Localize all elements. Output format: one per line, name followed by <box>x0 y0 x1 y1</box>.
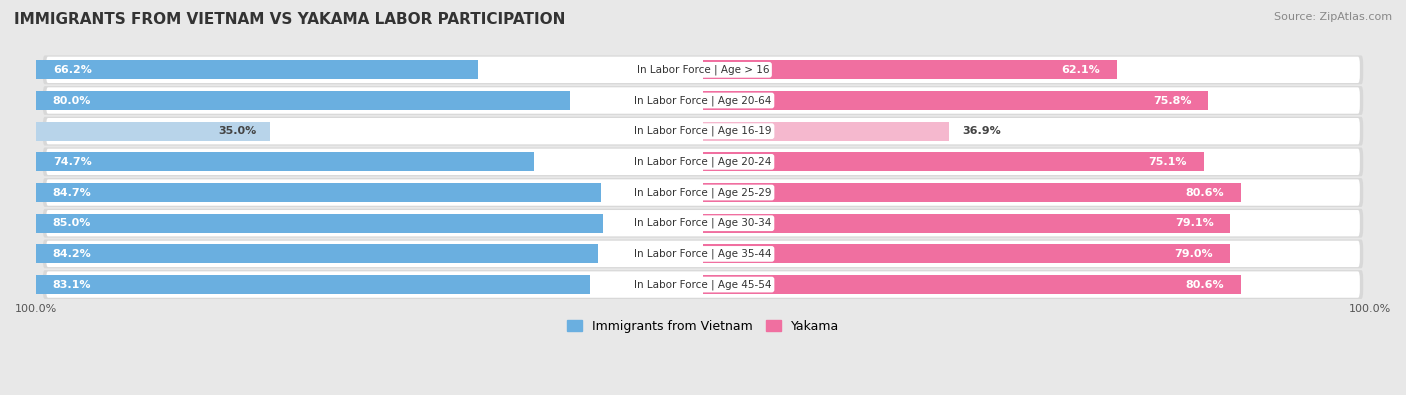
Text: In Labor Force | Age 20-24: In Labor Force | Age 20-24 <box>634 156 772 167</box>
FancyBboxPatch shape <box>46 271 1360 298</box>
FancyBboxPatch shape <box>46 241 1360 267</box>
Text: 75.1%: 75.1% <box>1149 157 1187 167</box>
Bar <box>37 122 270 141</box>
Bar <box>37 152 534 171</box>
FancyBboxPatch shape <box>42 147 1364 176</box>
Legend: Immigrants from Vietnam, Yakama: Immigrants from Vietnam, Yakama <box>562 315 844 338</box>
Text: 83.1%: 83.1% <box>53 280 91 290</box>
Text: In Labor Force | Age 45-54: In Labor Force | Age 45-54 <box>634 279 772 290</box>
Text: 79.0%: 79.0% <box>1174 249 1213 259</box>
Text: 36.9%: 36.9% <box>963 126 1001 136</box>
Text: 80.6%: 80.6% <box>1185 188 1223 198</box>
Text: In Labor Force | Age 30-34: In Labor Force | Age 30-34 <box>634 218 772 228</box>
Bar <box>703 60 1118 79</box>
Bar <box>37 214 603 233</box>
Bar <box>703 275 1240 294</box>
FancyBboxPatch shape <box>42 117 1364 146</box>
Text: 62.1%: 62.1% <box>1062 65 1101 75</box>
FancyBboxPatch shape <box>42 270 1364 299</box>
Text: In Labor Force | Age 25-29: In Labor Force | Age 25-29 <box>634 187 772 198</box>
Text: 85.0%: 85.0% <box>53 218 91 228</box>
Text: 79.1%: 79.1% <box>1175 218 1213 228</box>
Bar <box>703 214 1230 233</box>
Text: 35.0%: 35.0% <box>218 126 256 136</box>
Text: 80.6%: 80.6% <box>1185 280 1223 290</box>
FancyBboxPatch shape <box>46 87 1360 114</box>
Text: In Labor Force | Age 35-44: In Labor Force | Age 35-44 <box>634 248 772 259</box>
FancyBboxPatch shape <box>42 86 1364 115</box>
Text: In Labor Force | Age 16-19: In Labor Force | Age 16-19 <box>634 126 772 136</box>
Text: In Labor Force | Age 20-64: In Labor Force | Age 20-64 <box>634 95 772 106</box>
Text: 74.7%: 74.7% <box>53 157 91 167</box>
FancyBboxPatch shape <box>46 210 1360 236</box>
Bar <box>703 152 1204 171</box>
Bar <box>703 122 949 141</box>
Bar <box>37 91 569 110</box>
Bar <box>37 245 598 263</box>
Text: 80.0%: 80.0% <box>53 96 91 105</box>
FancyBboxPatch shape <box>42 239 1364 268</box>
Bar <box>703 245 1230 263</box>
Bar <box>703 91 1209 110</box>
Text: In Labor Force | Age > 16: In Labor Force | Age > 16 <box>637 65 769 75</box>
FancyBboxPatch shape <box>46 118 1360 145</box>
FancyBboxPatch shape <box>42 55 1364 84</box>
Bar <box>703 183 1240 202</box>
Text: Source: ZipAtlas.com: Source: ZipAtlas.com <box>1274 12 1392 22</box>
FancyBboxPatch shape <box>46 149 1360 175</box>
Text: 84.2%: 84.2% <box>53 249 91 259</box>
Bar <box>37 60 478 79</box>
FancyBboxPatch shape <box>42 209 1364 238</box>
Bar <box>37 183 600 202</box>
Text: 75.8%: 75.8% <box>1153 96 1192 105</box>
FancyBboxPatch shape <box>46 56 1360 83</box>
Text: 66.2%: 66.2% <box>53 65 91 75</box>
Text: IMMIGRANTS FROM VIETNAM VS YAKAMA LABOR PARTICIPATION: IMMIGRANTS FROM VIETNAM VS YAKAMA LABOR … <box>14 12 565 27</box>
Bar <box>37 275 591 294</box>
FancyBboxPatch shape <box>46 179 1360 206</box>
FancyBboxPatch shape <box>42 178 1364 207</box>
Text: 84.7%: 84.7% <box>53 188 91 198</box>
